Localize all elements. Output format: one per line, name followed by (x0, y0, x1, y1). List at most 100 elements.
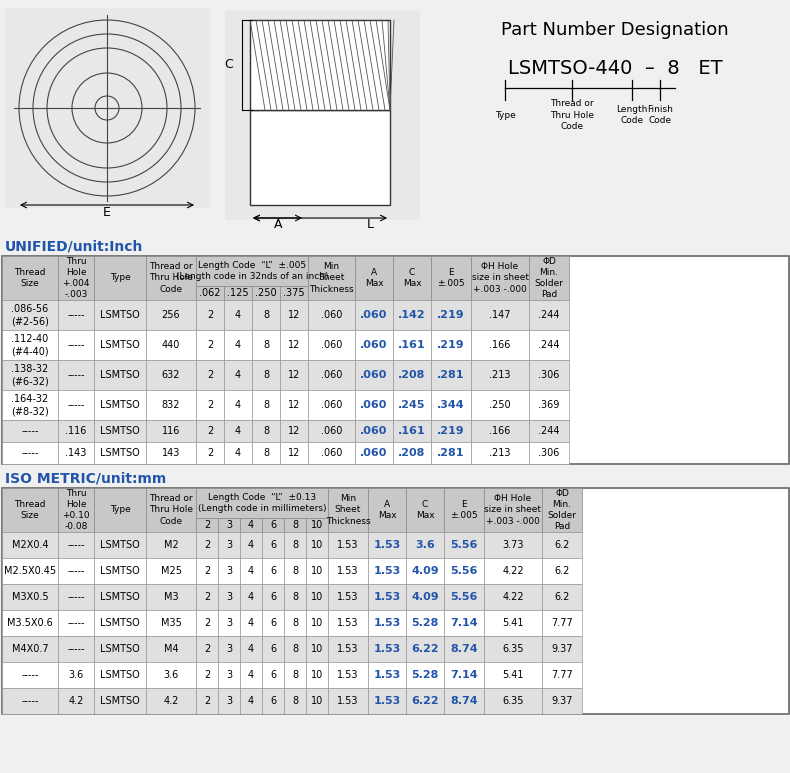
Bar (328, 532, 368, 558)
Bar (196, 488, 328, 518)
Bar (94, 688, 146, 714)
Text: ΦH Hole
size in sheet
+.003 -.000: ΦH Hole size in sheet +.003 -.000 (484, 495, 541, 526)
Text: 1.53: 1.53 (337, 696, 359, 706)
Bar (218, 558, 240, 584)
Bar (218, 518, 240, 532)
Bar (471, 390, 529, 420)
Bar (280, 442, 308, 464)
Text: 5.41: 5.41 (502, 670, 524, 680)
Bar (2, 330, 58, 360)
Bar (94, 488, 146, 532)
Bar (196, 636, 218, 662)
Bar (444, 636, 484, 662)
Bar (471, 300, 529, 330)
Bar (484, 488, 542, 532)
Bar (306, 636, 328, 662)
Text: .112-40
(#4-40): .112-40 (#4-40) (11, 334, 49, 356)
Bar (542, 688, 582, 714)
Bar (196, 300, 224, 330)
Bar (542, 584, 582, 610)
Bar (406, 558, 444, 584)
Bar (284, 636, 306, 662)
Bar (218, 636, 240, 662)
Bar (471, 442, 529, 464)
Text: Length Code  “L”  ±0.13
(Length code in millimeters): Length Code “L” ±0.13 (Length code in mi… (198, 493, 326, 513)
Text: LSMTSO: LSMTSO (100, 426, 140, 436)
Text: 7.77: 7.77 (551, 618, 573, 628)
Text: Min
Sheet
Thickness: Min Sheet Thickness (309, 262, 354, 294)
Bar (431, 256, 471, 300)
Text: 832: 832 (162, 400, 180, 410)
Text: 3: 3 (226, 696, 232, 706)
Text: -----: ----- (67, 310, 85, 320)
Bar (542, 610, 582, 636)
Text: 1.53: 1.53 (374, 592, 401, 602)
Text: M2X0.4: M2X0.4 (12, 540, 48, 550)
Text: 6.22: 6.22 (411, 696, 438, 706)
Text: 6.35: 6.35 (502, 696, 524, 706)
Bar (355, 360, 393, 390)
Bar (0, 470, 790, 488)
Text: 5.56: 5.56 (450, 592, 478, 602)
Bar (252, 300, 280, 330)
Text: 1.53: 1.53 (337, 618, 359, 628)
Text: 8: 8 (292, 618, 298, 628)
Bar (146, 300, 196, 330)
Bar (218, 610, 240, 636)
Text: ΦH Hole
size in sheet
+.003 -.000: ΦH Hole size in sheet +.003 -.000 (472, 262, 529, 294)
Text: 632: 632 (162, 370, 180, 380)
Bar (218, 584, 240, 610)
Text: .250: .250 (489, 400, 511, 410)
Bar (280, 286, 308, 300)
Bar (2, 532, 58, 558)
Text: 8: 8 (292, 592, 298, 602)
Text: 1.53: 1.53 (374, 618, 401, 628)
Bar (471, 360, 529, 390)
Text: LSMTSO: LSMTSO (100, 400, 140, 410)
Text: Min
Sheet
Thickness: Min Sheet Thickness (325, 495, 371, 526)
Bar (355, 442, 393, 464)
Bar (240, 518, 262, 532)
Text: 8: 8 (263, 340, 269, 350)
Bar (250, 110, 390, 205)
Bar (368, 558, 406, 584)
Text: Type: Type (495, 111, 515, 120)
Bar (308, 330, 355, 360)
Bar (431, 442, 471, 464)
Bar (406, 610, 444, 636)
Bar (224, 300, 252, 330)
Text: .166: .166 (489, 340, 510, 350)
Bar (306, 610, 328, 636)
Text: .060: .060 (321, 448, 342, 458)
Bar (58, 558, 94, 584)
Text: 2: 2 (207, 370, 213, 380)
Bar (306, 518, 328, 532)
Bar (484, 584, 542, 610)
Bar (146, 688, 196, 714)
Text: .060: .060 (360, 426, 388, 436)
Text: M25: M25 (160, 566, 182, 576)
Text: 8: 8 (292, 540, 298, 550)
Bar (196, 558, 218, 584)
Text: M3X0.5: M3X0.5 (12, 592, 48, 602)
Bar (368, 610, 406, 636)
Text: 1.53: 1.53 (374, 540, 401, 550)
Text: -----: ----- (67, 400, 85, 410)
Bar (196, 532, 218, 558)
Text: 6: 6 (270, 696, 276, 706)
Text: .244: .244 (538, 426, 560, 436)
Text: 12: 12 (288, 310, 300, 320)
Bar (262, 636, 284, 662)
Text: M2: M2 (164, 540, 179, 550)
Text: 2: 2 (207, 400, 213, 410)
Text: -----: ----- (67, 540, 85, 550)
Bar (146, 558, 196, 584)
Bar (529, 390, 569, 420)
Text: 4: 4 (248, 592, 254, 602)
Text: 4.2: 4.2 (164, 696, 179, 706)
Text: ΦD
Min.
Solder
Pad: ΦD Min. Solder Pad (535, 257, 563, 299)
Bar (529, 442, 569, 464)
Text: .060: .060 (321, 426, 342, 436)
Text: 6: 6 (270, 592, 276, 602)
Text: 4.09: 4.09 (411, 566, 438, 576)
